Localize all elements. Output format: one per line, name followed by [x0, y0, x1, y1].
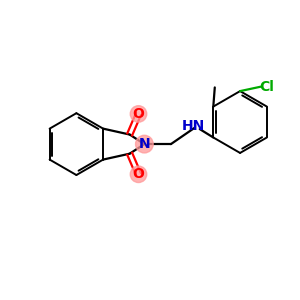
- Text: O: O: [133, 107, 144, 121]
- Text: N: N: [139, 137, 150, 151]
- Text: Cl: Cl: [260, 80, 274, 94]
- Circle shape: [130, 106, 147, 122]
- Text: HN: HN: [181, 119, 205, 134]
- Circle shape: [130, 166, 147, 182]
- Circle shape: [136, 135, 153, 153]
- Text: O: O: [133, 167, 144, 181]
